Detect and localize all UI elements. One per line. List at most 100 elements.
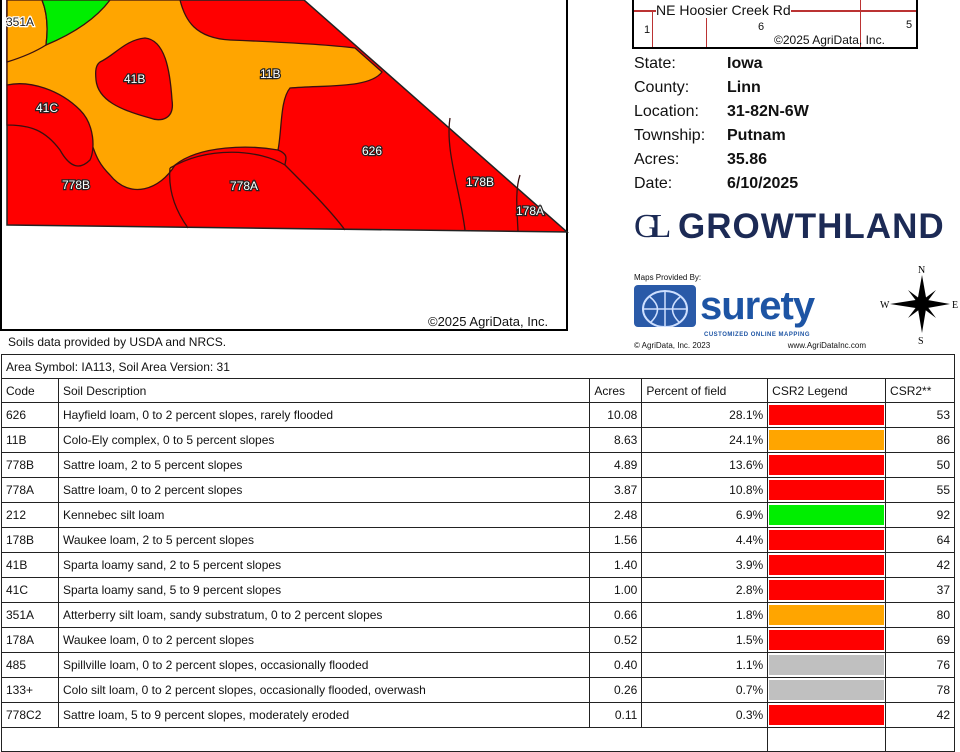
map-label-41B: 41B <box>124 72 145 86</box>
table-row: 133+ Colo silt loam, 0 to 2 percent slop… <box>1 677 955 703</box>
soil-acres: 0.11 <box>589 702 643 728</box>
soil-percent: 13.6% <box>641 452 769 478</box>
state-value: Iowa <box>727 55 763 72</box>
soil-csr2: 55 <box>885 477 955 503</box>
table-row: 11B Colo-Ely complex, 0 to 5 percent slo… <box>1 427 955 453</box>
soil-csr2: 76 <box>885 652 955 678</box>
soil-code: 626 <box>1 402 59 428</box>
soil-description: Colo-Ely complex, 0 to 5 percent slopes <box>57 427 591 453</box>
soil-code: 41B <box>1 552 59 578</box>
col-acres: Acres <box>589 378 643 403</box>
soil-description: Hayfield loam, 0 to 2 percent slopes, ra… <box>57 402 591 428</box>
soil-percent: 24.1% <box>641 427 769 453</box>
table-row: 351A Atterberry silt loam, sandy substra… <box>1 602 955 628</box>
soil-code: 778C2 <box>1 702 59 728</box>
growthland-monogram: GL <box>634 208 671 245</box>
map-label-41C: 41C <box>36 101 58 115</box>
soil-table: Area Symbol: IA113, Soil Area Version: 3… <box>0 354 955 752</box>
soil-csr2: 78 <box>885 677 955 703</box>
soil-csr2: 92 <box>885 502 955 528</box>
csr2-legend <box>767 527 887 553</box>
soil-percent: 10.8% <box>641 477 769 503</box>
soil-csr2: 53 <box>885 402 955 428</box>
csr2-swatch <box>769 705 885 725</box>
soil-percent: 4.4% <box>641 527 769 553</box>
soils-source-note: Soils data provided by USDA and NRCS. <box>8 335 227 349</box>
soil-description: Waukee loam, 0 to 2 percent slopes <box>57 627 591 653</box>
soil-description: Spillville loam, 0 to 2 percent slopes, … <box>57 652 591 678</box>
weighted-average-row <box>0 727 955 752</box>
compass-w: W <box>880 300 890 311</box>
date-value: 6/10/2025 <box>727 175 799 192</box>
table-row: 41B Sparta loamy sand, 2 to 5 percent sl… <box>1 552 955 578</box>
soil-description: Sparta loamy sand, 2 to 5 percent slopes <box>57 552 591 578</box>
soil-code: 133+ <box>1 677 59 703</box>
csr2-legend <box>767 452 887 478</box>
soil-acres: 10.08 <box>589 402 643 428</box>
soil-percent: 3.9% <box>641 552 769 578</box>
csr2-legend <box>767 427 887 453</box>
soil-percent: 1.8% <box>641 602 769 628</box>
csr2-swatch <box>769 405 885 425</box>
soil-code: 212 <box>1 502 59 528</box>
soil-csr2: 50 <box>885 452 955 478</box>
table-row: 778C2 Sattre loam, 5 to 9 percent slopes… <box>1 702 955 728</box>
csr2-legend <box>767 552 887 578</box>
soil-csr2: 42 <box>885 702 955 728</box>
soil-acres: 0.52 <box>589 627 643 653</box>
csr2-swatch <box>769 580 885 600</box>
csr2-legend <box>767 677 887 703</box>
table-row: 178B Waukee loam, 2 to 5 percent slopes … <box>1 527 955 553</box>
csr2-legend <box>767 402 887 428</box>
soil-polygon-41B <box>94 37 173 121</box>
soil-description: Waukee loam, 2 to 5 percent slopes <box>57 527 591 553</box>
table-row: 212 Kennebec silt loam 2.48 6.9% 92 <box>1 502 955 528</box>
maps-provided-by: Maps Provided By: <box>634 273 702 282</box>
map-copyright: ©2025 AgriData, Inc. <box>428 314 549 329</box>
soil-acres: 0.66 <box>589 602 643 628</box>
soil-csr2: 37 <box>885 577 955 603</box>
soil-code: 178B <box>1 527 59 553</box>
surety-logo: Maps Provided By: surety CUSTOMIZED ONLI… <box>634 273 866 351</box>
surety-url: www.AgriDataInc.com <box>787 341 866 350</box>
soil-description: Sattre loam, 2 to 5 percent slopes <box>57 452 591 478</box>
col-code: Code <box>1 378 59 403</box>
growthland-name: GROWTHLAND <box>678 207 945 246</box>
growthland-logo: GL GROWTHLAND <box>634 207 945 247</box>
county-value: Linn <box>727 79 761 96</box>
soil-code: 778B <box>1 452 59 478</box>
table-row: 485 Spillville loam, 0 to 2 percent slop… <box>1 652 955 678</box>
soil-percent: 1.5% <box>641 627 769 653</box>
soil-percent: 2.8% <box>641 577 769 603</box>
location-label: Location: <box>634 103 699 120</box>
soil-percent: 1.1% <box>641 652 769 678</box>
location-value: 31-82N-6W <box>727 103 809 120</box>
section-5: 5 <box>906 19 913 31</box>
soil-percent: 0.3% <box>641 702 769 728</box>
csr2-swatch <box>769 505 885 525</box>
table-row: 41C Sparta loamy sand, 5 to 9 percent sl… <box>1 577 955 603</box>
map-label-11B: 11B <box>260 67 280 81</box>
soil-csr2: 86 <box>885 427 955 453</box>
soil-csr2: 64 <box>885 527 955 553</box>
table-row: 178A Waukee loam, 0 to 2 percent slopes … <box>1 627 955 653</box>
acres-value: 35.86 <box>727 151 768 168</box>
csr2-legend <box>767 577 887 603</box>
map-label-626: 626 <box>362 144 382 158</box>
csr2-swatch <box>769 530 885 550</box>
soil-description: Atterberry silt loam, sandy substratum, … <box>57 602 591 628</box>
col-description: Soil Description <box>57 378 591 403</box>
soil-acres: 3.87 <box>589 477 643 503</box>
csr2-swatch <box>769 555 885 575</box>
soil-code: 778A <box>1 477 59 503</box>
csr2-legend <box>767 702 887 728</box>
compass-e: E <box>952 300 958 311</box>
csr2-legend <box>767 602 887 628</box>
csr2-swatch <box>769 655 885 675</box>
county-label: County: <box>634 79 690 96</box>
soil-acres: 1.56 <box>589 527 643 553</box>
surety-wordmark: surety <box>700 284 815 328</box>
soil-acres: 8.63 <box>589 427 643 453</box>
col-legend: CSR2 Legend <box>767 378 887 403</box>
map-label-351A: 351A <box>6 15 34 29</box>
